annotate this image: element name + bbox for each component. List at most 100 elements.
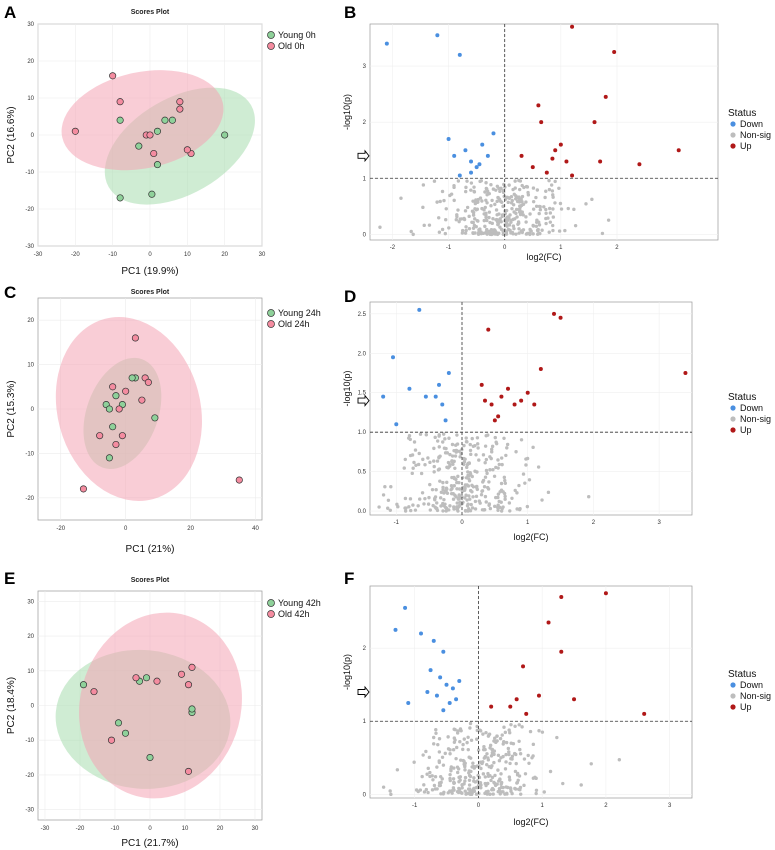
nonsig-point xyxy=(521,213,525,217)
nonsig-point xyxy=(524,220,528,224)
nonsig-point xyxy=(467,783,472,787)
nonsig-point xyxy=(455,731,460,735)
nonsig-point xyxy=(500,733,504,737)
nonsig-point xyxy=(403,509,408,513)
legend-label: Up xyxy=(740,425,752,435)
nonsig-point xyxy=(483,205,487,210)
nonsig-point xyxy=(522,783,526,788)
nonsig-point xyxy=(500,462,504,467)
nonsig-point xyxy=(517,774,522,778)
nonsig-point xyxy=(463,789,467,793)
up-point xyxy=(483,398,487,403)
up-point xyxy=(496,414,501,419)
young-sample-point xyxy=(116,116,124,124)
up-point xyxy=(521,664,526,669)
nonsig-points xyxy=(377,432,591,513)
nonsig-point xyxy=(508,786,513,790)
down-point xyxy=(384,41,389,46)
nonsig-point xyxy=(503,730,508,735)
legend-marker-up xyxy=(730,704,736,710)
old-sample-point xyxy=(115,405,123,413)
nonsig-point xyxy=(458,740,462,744)
nonsig-point xyxy=(483,444,488,448)
nonsig-point xyxy=(495,213,499,217)
nonsig-point xyxy=(435,501,439,505)
nonsig-point xyxy=(513,786,517,791)
nonsig-point xyxy=(515,507,519,511)
nonsig-point xyxy=(502,436,506,441)
down-point xyxy=(469,170,474,175)
nonsig-point xyxy=(421,457,425,462)
down-point xyxy=(393,627,398,632)
nonsig-point xyxy=(423,463,427,467)
nonsig-point xyxy=(433,775,438,779)
nonsig-point xyxy=(432,446,436,451)
young-sample-point xyxy=(148,190,156,198)
plot-frame xyxy=(369,23,719,241)
down-point xyxy=(423,394,428,399)
legend-old-marker xyxy=(267,42,275,50)
nonsig-point xyxy=(472,223,477,228)
nonsig-point xyxy=(448,193,452,198)
nonsig-point xyxy=(450,442,455,447)
nonsig-point xyxy=(496,508,500,513)
down-point xyxy=(406,700,411,705)
up-point xyxy=(572,697,577,702)
young-sample-point xyxy=(153,127,162,135)
legend-label: Old 24h xyxy=(278,319,310,329)
nonsig-point xyxy=(488,455,492,459)
legend-label: Non-sig xyxy=(740,691,771,701)
nonsig-point xyxy=(531,742,536,747)
old-sample-point xyxy=(112,440,120,449)
nonsig-point xyxy=(498,792,502,796)
nonsig-point xyxy=(454,756,458,761)
nonsig-point xyxy=(470,483,474,488)
nonsig-point xyxy=(476,748,481,752)
nonsig-point xyxy=(437,445,441,449)
nonsig-point xyxy=(496,768,500,772)
nonsig-point xyxy=(485,471,489,476)
nonsig-point xyxy=(471,761,475,765)
nonsig-point xyxy=(479,766,483,771)
nonsig-point xyxy=(443,231,448,236)
nonsig-point xyxy=(513,724,517,728)
nonsig-point xyxy=(486,734,491,738)
y-tick-label: 0 xyxy=(363,232,367,238)
nonsig-point xyxy=(409,229,413,234)
nonsig-point xyxy=(476,446,480,450)
plot-title: Scores Plot xyxy=(131,577,170,584)
volcano-panel-f: F -1 0 1 2 3 2 1 0 log2(FC) -log10(p) StatusDownNon… xyxy=(342,569,771,827)
nonsig-point xyxy=(479,786,483,790)
nonsig-point xyxy=(440,227,445,232)
nonsig-point xyxy=(531,445,535,450)
nonsig-point xyxy=(431,778,435,782)
nonsig-point xyxy=(488,220,492,225)
nonsig-point xyxy=(471,495,475,499)
down-point xyxy=(434,693,439,698)
nonsig-point xyxy=(455,770,460,775)
old-confidence-ellipse xyxy=(79,612,242,799)
nonsig-point xyxy=(409,508,413,513)
up-point xyxy=(559,649,564,654)
nonsig-point xyxy=(511,224,516,228)
nonsig-point xyxy=(456,767,461,771)
nonsig-points xyxy=(378,178,611,237)
nonsig-point xyxy=(444,490,448,494)
nonsig-point xyxy=(483,775,488,779)
nonsig-point xyxy=(463,768,467,772)
nonsig-point xyxy=(465,740,469,745)
nonsig-point xyxy=(508,213,512,217)
nonsig-point xyxy=(464,185,468,190)
young-sample-point xyxy=(128,374,136,382)
x-tick-label: -10 xyxy=(111,826,120,832)
nonsig-point xyxy=(503,494,507,499)
nonsig-point xyxy=(395,768,400,772)
young-sample-point xyxy=(105,405,113,413)
nonsig-point xyxy=(479,179,484,183)
nonsig-point xyxy=(468,509,473,513)
x-axis-label: PC1 (21%) xyxy=(126,544,175,555)
nonsig-point xyxy=(517,483,521,488)
nonsig-point xyxy=(518,204,522,208)
nonsig-point xyxy=(388,508,393,512)
nonsig-point xyxy=(453,727,457,732)
